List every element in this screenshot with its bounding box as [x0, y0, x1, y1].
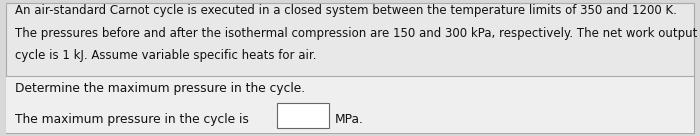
- Text: The pressures before and after the isothermal compression are 150 and 300 kPa, r: The pressures before and after the isoth…: [15, 27, 700, 40]
- FancyBboxPatch shape: [6, 3, 694, 133]
- Text: Determine the maximum pressure in the cycle.: Determine the maximum pressure in the cy…: [15, 82, 305, 95]
- Text: cycle is 1 kJ. Assume variable specific heats for air.: cycle is 1 kJ. Assume variable specific …: [15, 49, 317, 62]
- Text: MPa.: MPa.: [335, 113, 363, 126]
- Text: The maximum pressure in the cycle is: The maximum pressure in the cycle is: [15, 113, 253, 126]
- FancyBboxPatch shape: [276, 103, 329, 128]
- Text: An air-standard Carnot cycle is executed in a closed system between the temperat: An air-standard Carnot cycle is executed…: [15, 4, 678, 17]
- FancyBboxPatch shape: [6, 76, 694, 133]
